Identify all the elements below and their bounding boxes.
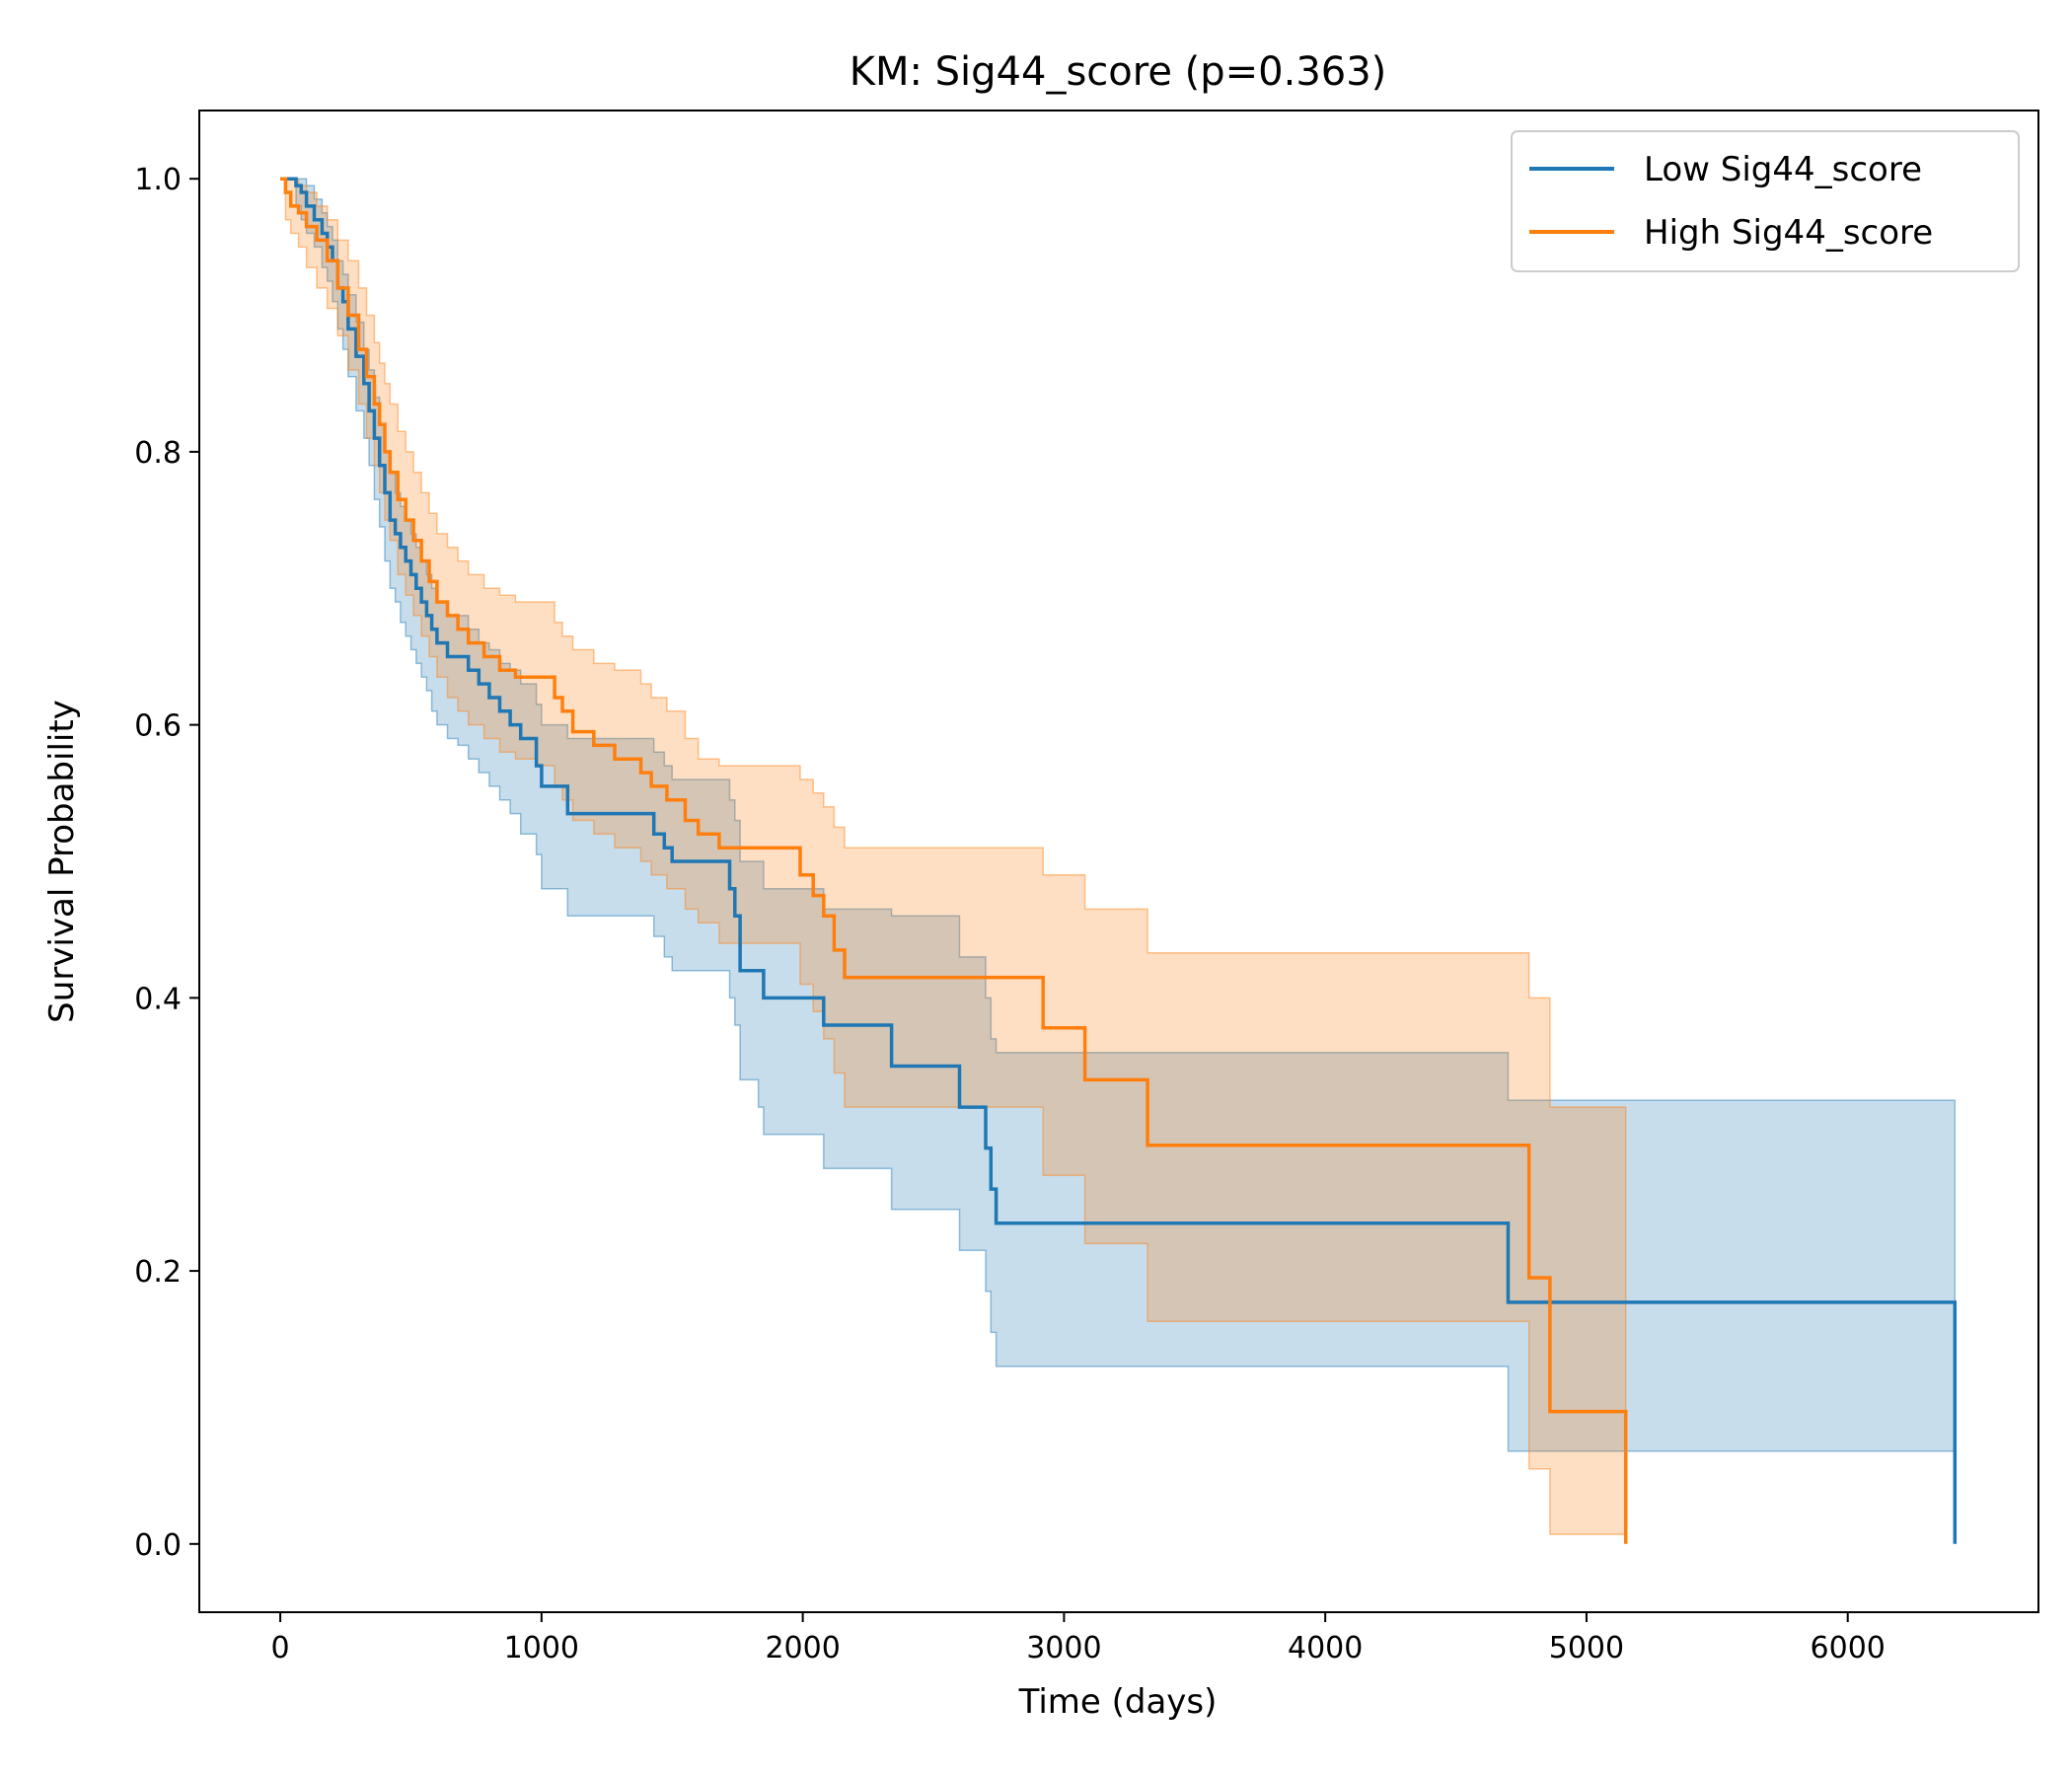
ci-band-high-sig44-score — [280, 178, 1627, 1535]
series-line-high-sig44-score — [280, 177, 1628, 1544]
x-tick-label: 3000 — [1026, 1631, 1101, 1665]
y-tick-label: 1.0 — [134, 163, 182, 197]
y-tick-label: 0.4 — [134, 982, 182, 1016]
x-tick-label: 4000 — [1288, 1631, 1363, 1665]
y-axis-label: Survival Probability — [42, 700, 82, 1023]
legend-label-high-sig44-score: High Sig44_score — [1644, 213, 1933, 253]
x-tick-label: 2000 — [765, 1631, 840, 1665]
x-axis-label: Time (days) — [1018, 1682, 1218, 1722]
x-tick-label: 6000 — [1811, 1631, 1886, 1665]
x-tick-label: 1000 — [504, 1631, 579, 1665]
y-tick-label: 0.0 — [134, 1528, 182, 1563]
legend-label-low-sig44-score: Low Sig44_score — [1644, 150, 1922, 189]
legend: Low Sig44_score High Sig44_score — [1511, 130, 2020, 272]
y-tick-label: 0.8 — [134, 436, 182, 471]
x-tick-label: 5000 — [1549, 1631, 1624, 1665]
x-tick-label: 0 — [271, 1631, 290, 1665]
y-tick-label: 0.6 — [134, 709, 182, 744]
legend-box — [1511, 130, 2020, 272]
plot-area — [280, 177, 1958, 1544]
axes-ticks: 0 1000 2000 3000 4000 5000 6000 0.0 0.2 0.4 0.6 0.8… — [134, 163, 1886, 1665]
chart-title: KM: Sig44_score (p=0.363) — [850, 49, 1387, 95]
y-tick-label: 0.2 — [134, 1255, 182, 1290]
series-line-low-sig44-score — [280, 177, 1958, 1544]
plot-frame — [198, 110, 2039, 1613]
